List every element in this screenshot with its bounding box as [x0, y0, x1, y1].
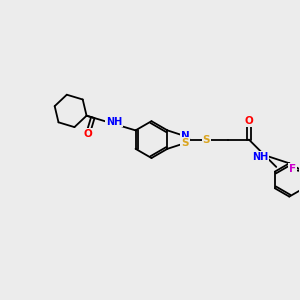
- Text: F: F: [289, 164, 296, 174]
- Text: O: O: [84, 129, 92, 139]
- Text: NH: NH: [106, 117, 122, 127]
- Text: O: O: [244, 116, 253, 126]
- Text: S: S: [202, 135, 210, 145]
- Text: S: S: [181, 138, 189, 148]
- Text: NH: NH: [252, 152, 268, 162]
- Text: N: N: [181, 131, 189, 141]
